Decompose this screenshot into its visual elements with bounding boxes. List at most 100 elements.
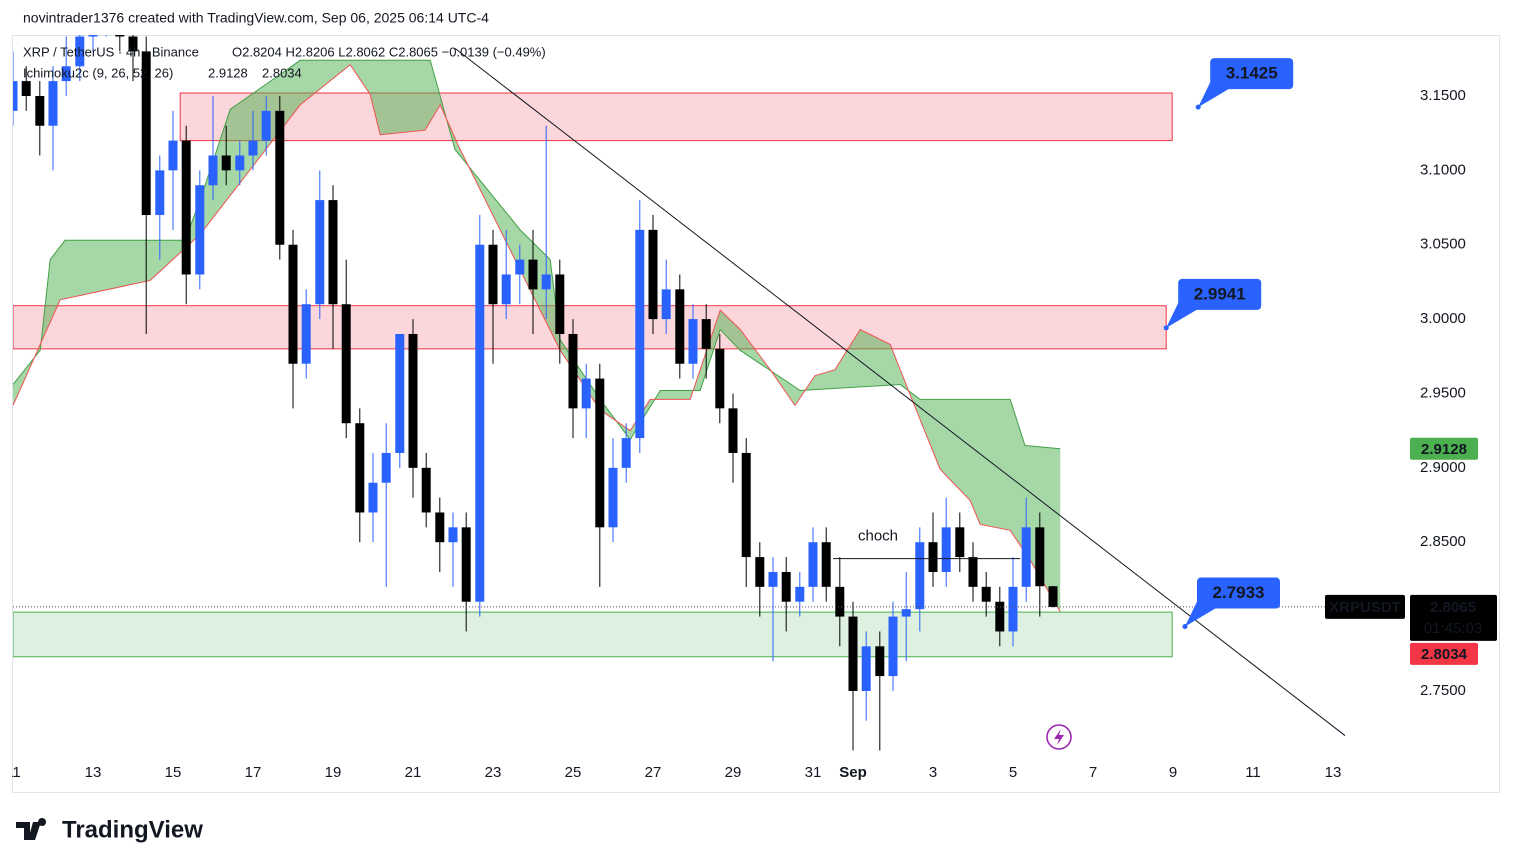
span-a-badge-bg [1410, 437, 1478, 460]
candle-body [941, 527, 951, 572]
x-tick-label: 9 [1169, 764, 1177, 781]
candle-body [555, 274, 565, 334]
candle-body [488, 244, 498, 305]
candle-body [381, 452, 391, 483]
x-tick-label: 3 [929, 764, 937, 781]
candle-body [861, 646, 871, 691]
candle-body [1008, 586, 1018, 632]
trendline [454, 47, 1346, 736]
countdown: 01:45:03 [1424, 620, 1482, 637]
candle-body [581, 378, 591, 409]
x-tick-label: 11 [1245, 764, 1261, 781]
candle-body [221, 155, 231, 171]
callout-box [1197, 577, 1280, 609]
candle-body [515, 259, 525, 275]
x-tick-label: 27 [645, 764, 662, 781]
candle-body [1048, 586, 1058, 607]
span-a-badge: 2.9128 [1421, 441, 1467, 458]
candle-body [88, 35, 98, 37]
zone [13, 305, 1167, 350]
callout-label: 2.9941 [1194, 284, 1246, 303]
candle-body [568, 333, 578, 409]
x-tick-label: Sep [839, 764, 867, 781]
plot-area: choch [13, 35, 1346, 751]
candle-body [528, 259, 538, 290]
callout-box [1178, 278, 1262, 310]
candle-body [541, 274, 551, 290]
candle-body [195, 185, 205, 275]
callout-label: 3.1425 [1226, 64, 1278, 83]
callout-dot [1195, 104, 1201, 110]
callout-box [1210, 58, 1294, 90]
callout-dot [1163, 325, 1169, 331]
choch-label: choch [858, 528, 898, 545]
indicator-value: 2.8034 [262, 65, 302, 80]
candle-body [155, 170, 165, 215]
alert-icon[interactable] [1046, 724, 1072, 750]
candle-body [301, 304, 311, 364]
candle-body [141, 51, 151, 215]
candle-body [315, 200, 325, 305]
candle-body [675, 289, 685, 364]
x-tick-label: 23 [485, 764, 502, 781]
candle-body [61, 66, 71, 82]
chart-frame [12, 35, 1500, 793]
candle-body [181, 140, 191, 275]
brand-logo: TradingView [16, 816, 203, 843]
cloud-line [13, 64, 1061, 612]
candle-body [421, 467, 431, 513]
candle-body [635, 229, 645, 439]
x-tick-label: 13 [1325, 764, 1342, 781]
candle-body [275, 110, 285, 245]
y-tick-label: 2.9000 [1420, 459, 1466, 476]
candle-body [608, 467, 618, 528]
candle-body [688, 319, 698, 364]
candle-body [621, 438, 631, 468]
callout-label: 2.7933 [1213, 583, 1265, 602]
candle-body [21, 81, 31, 96]
candle-body [35, 95, 45, 126]
candle-body [328, 200, 338, 305]
candle-body [501, 274, 511, 305]
y-tick-label: 2.9500 [1420, 384, 1466, 401]
symbol-badge-bg [1325, 594, 1405, 619]
candle-body [981, 586, 991, 602]
candle-body [741, 452, 751, 558]
y-tick-label: 2.8500 [1420, 533, 1466, 550]
candle-body [715, 348, 725, 409]
candle-body [355, 423, 365, 513]
candle-body [821, 542, 831, 587]
candle-body [48, 81, 58, 126]
candle-body [701, 319, 711, 349]
indicator-value: 2.9128 [208, 65, 248, 80]
candle-body [408, 333, 418, 468]
candle-body [661, 289, 671, 320]
zone [13, 611, 1173, 658]
price-badge: 2.8065 [1430, 599, 1476, 616]
x-tick-label: 15 [165, 764, 182, 781]
symbol-badge: XRPUSDT [1329, 599, 1401, 616]
candle-body [208, 155, 218, 186]
x-tick-label: 5 [1009, 764, 1017, 781]
candle-body [461, 527, 471, 602]
ohlc-legend: O2.8204 H2.8206 L2.8062 C2.8065 −0.0139 … [232, 44, 546, 59]
y-tick-label: 3.0500 [1420, 236, 1466, 253]
candle-body [341, 304, 351, 424]
candle-body [235, 155, 245, 171]
callout-dot [1182, 624, 1188, 630]
x-tick-label: 19 [325, 764, 342, 781]
x-tick-label: 11 [5, 764, 21, 781]
x-tick-label: 13 [85, 764, 102, 781]
span-b-badge: 2.8034 [1421, 646, 1468, 663]
candle-body [768, 571, 778, 587]
candle-body [595, 378, 605, 528]
candle-body [395, 333, 405, 453]
candle-body [248, 140, 258, 156]
candle-body [1021, 527, 1031, 587]
y-tick-label: 2.7500 [1420, 682, 1466, 699]
x-tick-label: 31 [805, 764, 822, 781]
candle-body [728, 408, 738, 453]
candle-body [261, 110, 271, 141]
x-tick-label: 21 [405, 764, 422, 781]
